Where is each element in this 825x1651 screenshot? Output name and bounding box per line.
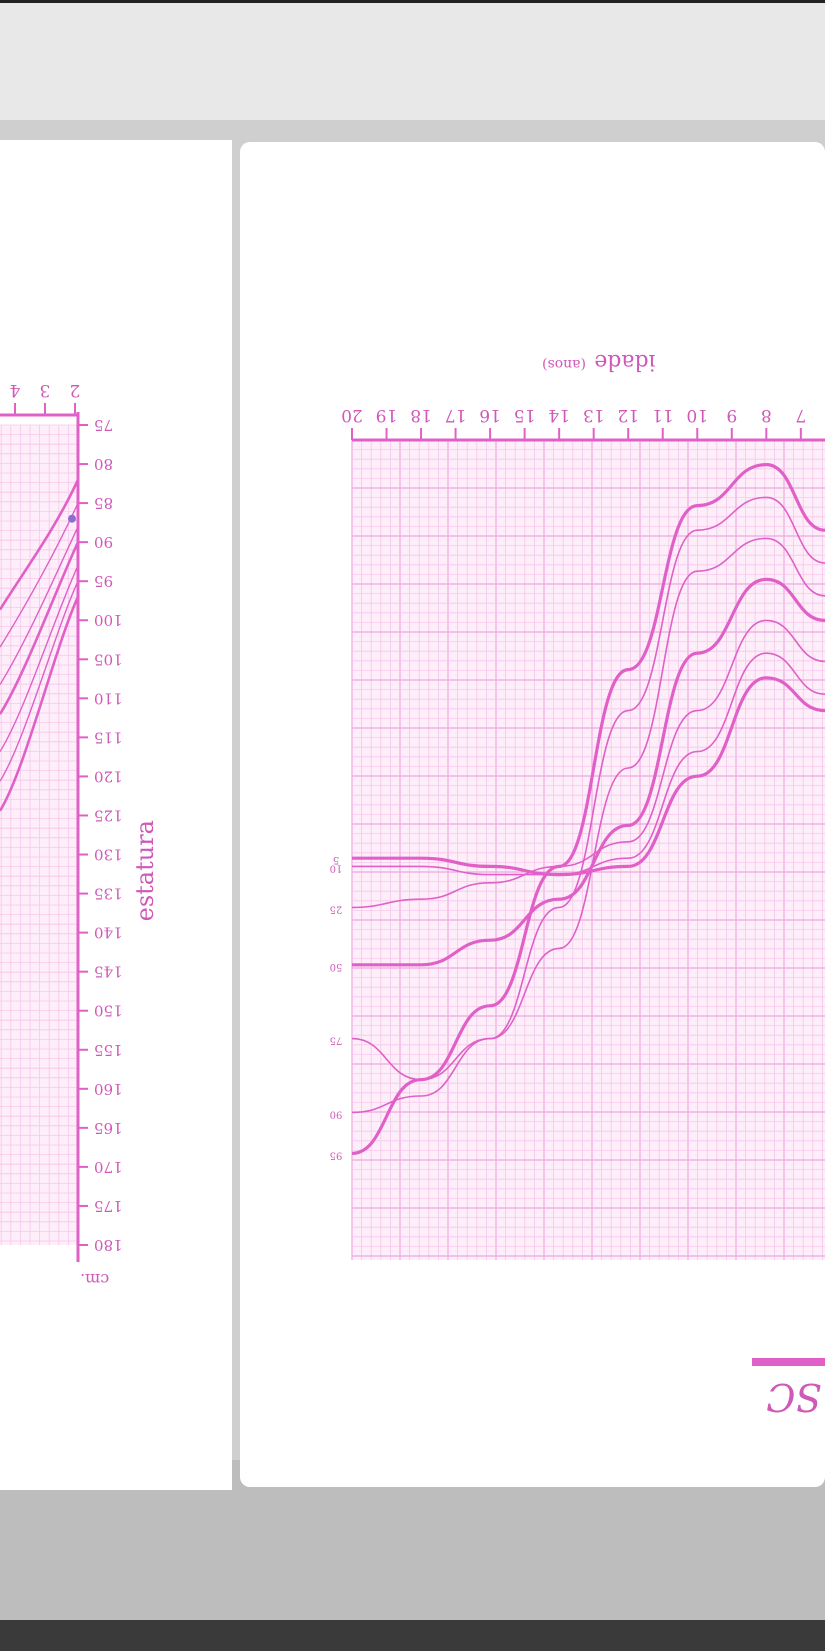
left-y-tick-label: 175 (94, 1197, 123, 1215)
left-plotted-point (68, 514, 76, 523)
left-y-tick-label: 130 (94, 846, 123, 864)
left-percentile-curve (0, 580, 79, 782)
left-chart: 75 80 85 90 95 100 105 110 115 120 125 130 135 140 145… (0, 380, 159, 1289)
percentile-curve-75 (351, 537, 825, 1081)
left-x-tick-label: 4 (10, 380, 21, 400)
x-tick-label: 17 (445, 405, 467, 425)
left-y-tick-label: 115 (94, 728, 123, 746)
x-tick-label: 16 (479, 405, 501, 425)
x-tick-label: 20 (341, 405, 363, 425)
x-tick-label: 12 (617, 405, 639, 425)
percentile-curve-50 (352, 577, 825, 967)
left-percentile-curve (0, 526, 79, 685)
left-y-tick-label: 180 (94, 1236, 123, 1254)
left-percentile-curve (0, 479, 80, 611)
left-percentile-curve (0, 596, 80, 812)
left-x-ticks: 234 (10, 380, 81, 415)
x-tick-label: 9 (726, 405, 737, 425)
scan-top-area (0, 0, 825, 120)
left-y-tick-label: 155 (94, 1041, 123, 1059)
scan-bottom-edge (0, 1620, 825, 1651)
x-tick-label: 15 (514, 405, 536, 425)
left-y-axis-label: estatura (131, 820, 159, 921)
left-y-tick-label: 75 (94, 416, 113, 434)
main-plot-area (352, 440, 825, 1260)
left-y-tick-label: 80 (94, 455, 113, 473)
left-y-ticks: 75 80 85 90 95 100 105 110 115 120 125 130 135 140 145… (78, 416, 123, 1254)
left-y-tick-label: 110 (94, 689, 123, 707)
percentile-label-95: 95 (330, 1149, 343, 1160)
x-tick-label: 18 (410, 405, 432, 425)
main-curves (351, 462, 825, 1155)
left-y-tick-label: 150 (94, 1002, 123, 1020)
x-tick-label: 10 (686, 405, 708, 425)
left-x-tick-label: 2 (70, 380, 81, 400)
left-x-tick-label: 3 (40, 380, 51, 400)
percentile-curve-5 (352, 676, 825, 877)
left-y-tick-label: 105 (94, 650, 123, 668)
percentile-label-50: 50 (330, 961, 343, 972)
left-y-tick-label: 85 (94, 494, 113, 512)
percentile-curve-90 (351, 496, 825, 1114)
left-y-tick-label: 165 (94, 1119, 123, 1137)
left-y-tick-label: 170 (94, 1158, 123, 1176)
left-y-tick-label: 95 (94, 572, 113, 590)
percentile-label-25: 25 (330, 903, 343, 914)
left-y-tick-label: 160 (94, 1080, 123, 1098)
x-tick-label: 7 (795, 405, 806, 425)
left-y-tick-label: 145 (94, 963, 123, 981)
left-y-tick-label: 100 (94, 611, 123, 629)
percentile-label-10: 10 (330, 862, 343, 873)
percentile-label-90: 90 (330, 1108, 343, 1119)
x-tick-label: 14 (548, 405, 570, 425)
left-y-tick-label: 135 (94, 885, 123, 903)
percentile-curve-10 (352, 652, 825, 876)
left-curves (0, 479, 80, 812)
percentile-curve-25 (351, 619, 825, 909)
scan-top-edge (0, 0, 825, 3)
left-y-tick-label: 120 (94, 767, 123, 785)
left-percentile-curve (0, 541, 80, 715)
main-grid (351, 439, 825, 1260)
percentile-label-5: 5 (333, 854, 339, 865)
x-tick-label: 13 (583, 405, 605, 425)
main-x-ticks: 7 8 9 10 11 12 13 14 15 16 17 18 19 20 (341, 405, 806, 440)
left-y-tick-label: 90 (94, 533, 113, 551)
percentile-curve-95 (351, 462, 825, 1155)
left-percentile-curve (0, 565, 79, 752)
percentile-labels: 95 90 75 50 25 105 (330, 854, 343, 1160)
left-plot-area (0, 425, 78, 1245)
x-tick-label: 11 (652, 405, 674, 425)
main-chart: 7 8 9 10 11 12 13 14 15 16 17 18 19 20 idade (anos) 9… (330, 349, 825, 1260)
left-y-unit: cm. (80, 1270, 109, 1289)
footer-bar (752, 1358, 825, 1366)
x-tick-label: 19 (376, 405, 398, 425)
footer-title-fragment: SC (766, 1375, 821, 1419)
left-y-tick-label: 125 (94, 806, 123, 824)
left-y-tick-label: 140 (94, 924, 123, 942)
main-x-axis-label: idade (594, 349, 655, 374)
x-tick-label: 8 (761, 405, 772, 425)
scan-bottom-area (0, 1460, 825, 1651)
percentile-label-75: 75 (330, 1035, 343, 1046)
main-x-axis-unit: (anos) (542, 356, 586, 372)
